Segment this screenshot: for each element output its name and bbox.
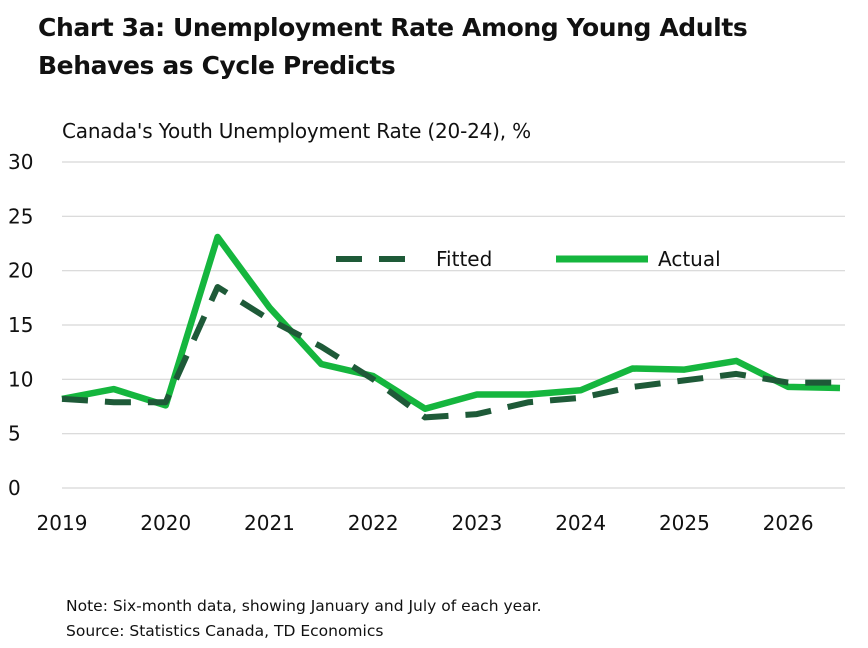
- chart-notes: Note: Six-month data, showing January an…: [66, 594, 542, 644]
- x-tick-label: 2021: [244, 511, 295, 535]
- x-tick-label: 2024: [555, 511, 606, 535]
- x-tick-label: 2022: [348, 511, 399, 535]
- y-tick-label: 20: [8, 259, 33, 283]
- x-tick-label: 2025: [659, 511, 710, 535]
- x-tick-label: 2026: [763, 511, 814, 535]
- chart-title: Chart 3a: Unemployment Rate Among Young …: [38, 13, 748, 80]
- x-tick-label: 2023: [451, 511, 502, 535]
- y-tick-label: 30: [8, 150, 33, 174]
- legend: Fitted Actual: [336, 247, 721, 271]
- x-axis-ticks: 2019 2020 2021 2022 2023 2024 2025 2026: [37, 511, 814, 535]
- series-line-actual: [61, 233, 841, 412]
- y-tick-label: 0: [8, 476, 21, 500]
- y-axis-ticks: 0 5 10 15 20 25 30: [8, 150, 33, 500]
- y-tick-label: 25: [8, 204, 33, 228]
- y-tick-label: 10: [8, 367, 33, 391]
- chart-subtitle: Canada's Youth Unemployment Rate (20-24)…: [62, 119, 531, 143]
- legend-label-fitted: Fitted: [436, 247, 492, 271]
- note-text: Note: Six-month data, showing January an…: [66, 597, 542, 615]
- legend-label-actual: Actual: [658, 247, 721, 271]
- series-lines: [61, 233, 841, 421]
- gridlines: [62, 161, 845, 489]
- y-tick-label: 5: [8, 422, 21, 446]
- source-text: Source: Statistics Canada, TD Economics: [66, 622, 384, 640]
- x-tick-label: 2020: [140, 511, 191, 535]
- x-tick-label: 2019: [37, 511, 88, 535]
- y-tick-label: 15: [8, 313, 33, 337]
